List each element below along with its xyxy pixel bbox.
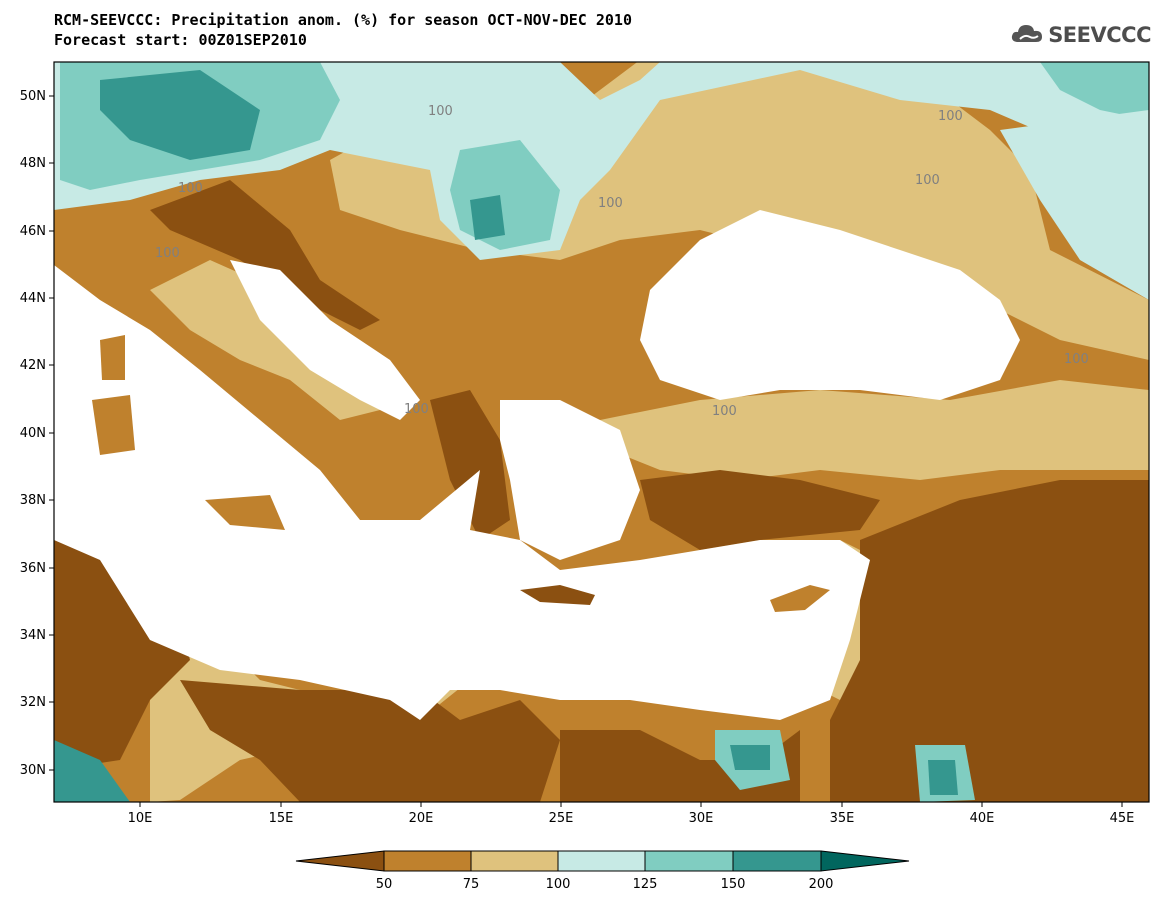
lat-tick-label: 42N — [20, 358, 46, 373]
lon-tick-label: 30E — [689, 811, 714, 826]
region-central-europe-200 — [100, 70, 260, 160]
lat-tick-label: 46N — [20, 224, 46, 239]
region-arabia-200 — [928, 760, 958, 795]
contour-label: 100 — [178, 181, 203, 196]
contour-label: 100 — [938, 109, 963, 124]
lon-tick-label: 40E — [970, 811, 995, 826]
lat-tick-label: 44N — [20, 291, 46, 306]
contour-label: 100 — [404, 402, 429, 417]
title-line-2: Forecast start: 00Z01SEP2010 — [54, 31, 307, 49]
region-libya-dark — [180, 680, 560, 802]
region-caucasus-150 — [1040, 62, 1149, 120]
lon-tick-label: 10E — [128, 811, 153, 826]
lon-tick-label: 45E — [1110, 811, 1135, 826]
colorbar-label: 150 — [721, 877, 746, 892]
region-greece-dark — [430, 390, 510, 540]
island-sicily — [205, 495, 285, 530]
lat-tick-label: 48N — [20, 156, 46, 171]
region-nw-africa-200 — [54, 740, 130, 802]
contour-label: 100 — [428, 104, 453, 119]
colorbar: 50 75 100 125 150 200 — [295, 850, 910, 892]
colorbar-segment — [557, 850, 646, 872]
sea-adriatic — [230, 260, 420, 420]
latitude-axis: 50N 48N 46N 44N 42N 40N 38N 36N 34N 32N … — [20, 89, 54, 778]
contour-label: 100 — [155, 246, 180, 261]
cloud-icon — [1010, 20, 1044, 50]
title-line-1: RCM-SEEVCCC: Precipitation anom. (%) for… — [54, 11, 632, 29]
lat-tick-label: 40N — [20, 426, 46, 441]
contour-label: 100 — [915, 173, 940, 188]
region-africa-tan — [140, 560, 470, 802]
map-frame — [53, 61, 1150, 803]
sea-mediterranean — [54, 265, 870, 720]
region-alps-dark — [150, 180, 380, 330]
colorbar-segment — [470, 850, 559, 872]
sea-aegean — [500, 400, 640, 560]
lon-tick-label: 25E — [549, 811, 574, 826]
island-cyprus — [770, 585, 830, 612]
lat-tick-label: 34N — [20, 628, 46, 643]
colorbar-label: 125 — [633, 877, 658, 892]
colorbar-segment — [732, 850, 822, 872]
contour-label: 100 — [712, 404, 737, 419]
region-turkey-dark — [640, 470, 880, 550]
seevccc-logo: SEEVCCC — [1010, 20, 1151, 50]
island-corsica — [100, 335, 125, 380]
colorbar-segment — [644, 850, 734, 872]
region-italy-tan — [150, 260, 380, 420]
lon-tick-label: 35E — [830, 811, 855, 826]
contour-labels: 100 100 100 100 100 100 100 100 100 — [155, 104, 1089, 419]
region-arabia-dark — [830, 480, 1149, 802]
region-east-125 — [1000, 110, 1149, 300]
lon-tick-label: 20E — [409, 811, 434, 826]
colorbar-label: 100 — [546, 877, 571, 892]
sea-black — [640, 210, 1020, 400]
colorbar-label: 200 — [809, 877, 834, 892]
colorbar-right-arrow — [820, 850, 910, 872]
lat-tick-label: 32N — [20, 695, 46, 710]
lat-tick-label: 50N — [20, 89, 46, 104]
colorbar-label: 50 — [376, 877, 393, 892]
longitude-axis: 10E 15E 20E 25E 30E 35E 40E 45E — [128, 802, 1135, 826]
region-turkey-tan — [600, 380, 1149, 480]
map-field — [54, 62, 1149, 802]
map-title: RCM-SEEVCCC: Precipitation anom. (%) for… — [54, 10, 632, 50]
lat-tick-label: 36N — [20, 561, 46, 576]
contour-label: 100 — [598, 196, 623, 211]
island-sardinia — [92, 395, 135, 455]
lon-tick-label: 15E — [269, 811, 294, 826]
colorbar-label: 75 — [463, 877, 480, 892]
contour-label: 100 — [1064, 352, 1089, 367]
logo-text: SEEVCCC — [1048, 23, 1151, 47]
colorbar-left-arrow — [295, 850, 385, 872]
colorbar-segment — [383, 850, 472, 872]
lat-tick-label: 30N — [20, 763, 46, 778]
region-hungary-200 — [470, 195, 505, 240]
island-crete — [520, 585, 595, 605]
region-sinai-200 — [730, 745, 770, 770]
lat-tick-label: 38N — [20, 493, 46, 508]
